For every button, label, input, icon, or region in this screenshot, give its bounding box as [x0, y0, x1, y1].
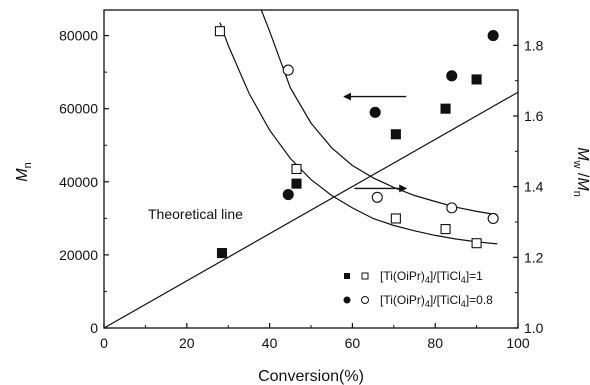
right-y-title-a-sub: w — [571, 160, 583, 169]
right-y-axis-title: Mw /Mn — [571, 147, 590, 197]
x-axis-title: Conversion(%) — [258, 368, 364, 385]
pdi-point-series-2 — [487, 212, 499, 225]
mn-point-series-2 — [446, 70, 458, 82]
left-y-title-base: M — [14, 168, 31, 182]
mn-point-series-2 — [487, 30, 499, 42]
left-y-tick-label: 60000 — [59, 101, 98, 117]
legend-marker-open-circle — [361, 296, 369, 304]
x-tick-label: 0 — [100, 335, 108, 351]
right-y-tick-label: 1.6 — [524, 108, 544, 124]
right-y-title-a: M — [574, 147, 590, 161]
right-y-tick-label: 1.2 — [524, 249, 544, 265]
mn-point-series-1 — [471, 74, 482, 85]
theoretical-line — [103, 91, 519, 329]
x-tick-label: 20 — [179, 335, 195, 351]
pdi-point-series-1 — [440, 224, 451, 235]
pdi-point-series-2 — [371, 191, 383, 203]
theoretical-line-label: Theoretical line — [148, 206, 243, 222]
pdi-point-series-1 — [471, 238, 482, 249]
pdi-point-series-1 — [291, 163, 302, 175]
x-tick-label: 100 — [506, 335, 530, 351]
mn-point-series-2 — [369, 106, 381, 118]
right-y-title-b-sub: n — [571, 191, 583, 197]
x-axis: 0 20 40 60 80 100 — [100, 323, 530, 351]
legend-marker-filled-square — [344, 273, 350, 279]
x-tick-label: 80 — [427, 335, 443, 351]
theoretical-line-group — [103, 91, 519, 329]
right-y-axis: 1.0 1.2 1.4 1.6 1.8 — [513, 37, 544, 336]
mn-point-series-1 — [390, 129, 401, 140]
left-y-tick-label: 20000 — [59, 247, 98, 263]
right-y-title-sep: / — [574, 168, 590, 177]
right-y-title-b: M — [574, 177, 590, 191]
pdi-point-series-1 — [214, 26, 225, 37]
legend: [Ti(OiPr)4]/[TiCl4]=1 [Ti(OiPr)4]/[TiCl4… — [343, 269, 493, 309]
data-points — [214, 26, 499, 259]
pdi-point-series-1 — [390, 213, 401, 224]
left-y-tick-label: 40000 — [59, 174, 98, 190]
axis-arrows — [343, 92, 408, 193]
mn-point-series-2 — [282, 189, 294, 201]
mn-point-series-1 — [440, 103, 451, 114]
mn-point-series-1 — [291, 178, 302, 189]
pdi-point-series-2 — [446, 202, 458, 214]
left-y-tick-label: 0 — [90, 320, 98, 336]
right-y-tick-label: 1.4 — [524, 179, 544, 195]
left-y-title-sub: n — [22, 162, 34, 168]
x-tick-label: 60 — [345, 335, 361, 351]
legend-label-2: [Ti(OiPr)4]/[TiCl4]=0.8 — [380, 293, 493, 309]
mn-point-series-1 — [216, 248, 228, 259]
legend-marker-open-square — [361, 272, 369, 280]
legend-label-1: [Ti(OiPr)4]/[TiCl4]=1 — [380, 269, 483, 285]
right-y-tick-label: 1.0 — [524, 320, 544, 336]
x-tick-label: 40 — [262, 335, 278, 351]
left-y-tick-label: 80000 — [59, 28, 98, 44]
legend-marker-filled-circle — [343, 296, 351, 304]
pdi-point-series-2 — [282, 64, 294, 76]
left-y-axis: 0 20000 40000 60000 80000 — [59, 28, 109, 336]
pdi-fit-curve-1 — [219, 22, 498, 245]
left-y-axis-title: Mn — [14, 162, 34, 181]
right-y-tick-label: 1.8 — [524, 37, 544, 53]
